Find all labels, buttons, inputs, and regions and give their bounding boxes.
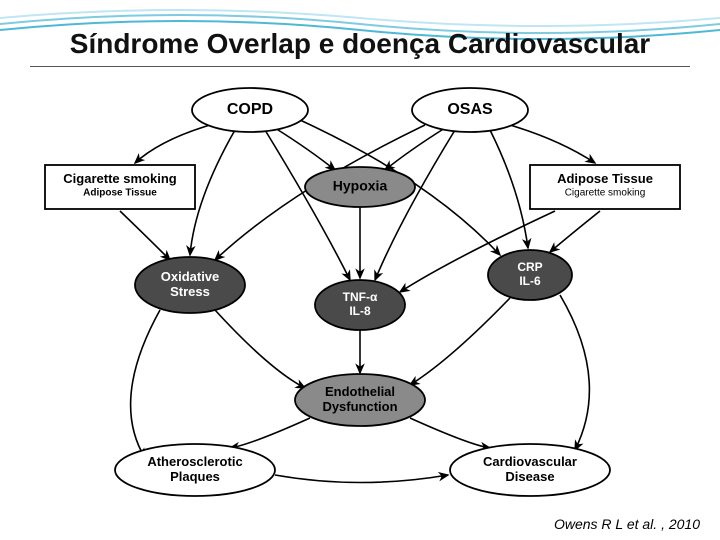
node-endo-label-1: Dysfunction: [322, 399, 397, 414]
node-tnf: TNF-αIL-8: [315, 280, 405, 330]
node-hypoxia: Hypoxia: [305, 167, 415, 207]
node-tnf-label-0: TNF-α: [343, 290, 378, 304]
edge-endo-athero: [230, 418, 310, 448]
edge-endo-cvd: [410, 418, 490, 448]
node-oxstress: OxidativeStress: [135, 257, 245, 313]
node-athero: AtheroscleroticPlaques: [115, 444, 275, 496]
edge-osas-hypoxia: [385, 128, 445, 170]
node-cvd-label-1: Disease: [505, 469, 554, 484]
slide-title: Síndrome Overlap e doença Cardiovascular: [0, 28, 720, 60]
edge-adipose-crp: [550, 211, 600, 252]
node-cvd-label-0: Cardiovascular: [483, 454, 577, 469]
edge-oxstress-athero: [131, 310, 160, 458]
node-oxstress-label-0: Oxidative: [161, 269, 220, 284]
node-osas-label-0: OSAS: [447, 101, 493, 118]
node-cvd: CardiovascularDisease: [450, 444, 610, 496]
node-osas: OSAS: [412, 88, 528, 132]
node-copd-label-0: COPD: [227, 101, 273, 118]
edge-copd-oxstress: [190, 130, 235, 255]
node-adipose-label-1: Cigarette smoking: [565, 188, 646, 199]
node-cig-label-0: Cigarette smoking: [63, 171, 176, 186]
edge-oxstress-endo: [215, 310, 305, 388]
node-crp-label-0: CRP: [517, 260, 542, 274]
node-endo-label-0: Endothelial: [325, 384, 395, 399]
edge-copd-cig: [135, 125, 210, 163]
citation: Owens R L et al. , 2010: [554, 516, 700, 532]
node-adipose: Adipose Tissue Cigarette smoking: [530, 165, 680, 209]
node-adipose-label-0: Adipose Tissue: [557, 171, 653, 186]
edge-cig-oxstress: [120, 211, 170, 260]
node-endo: EndothelialDysfunction: [295, 374, 425, 426]
node-cig-label-1: Adipose Tissue: [83, 188, 157, 199]
node-crp: CRPIL-6: [488, 250, 572, 300]
edge-crp-cvd: [560, 295, 589, 450]
node-cig: Cigarette smoking Adipose Tissue: [45, 165, 195, 209]
title-underline: [30, 66, 690, 67]
edge-osas-crp: [490, 130, 528, 248]
node-tnf-label-1: IL-8: [349, 304, 371, 318]
edge-athero-cvd: [275, 475, 448, 483]
node-athero-label-1: Plaques: [170, 469, 220, 484]
edge-copd-hypoxia: [275, 128, 335, 170]
slide: Síndrome Overlap e doença Cardiovascular…: [0, 0, 720, 540]
flow-diagram: COPD OSAS Cigarette smoking Adipose Tissue H…: [0, 70, 720, 520]
edge-osas-adipose: [510, 125, 595, 163]
node-copd: COPD: [192, 88, 308, 132]
node-oxstress-label-1: Stress: [170, 284, 210, 299]
node-hypoxia-label-0: Hypoxia: [333, 178, 388, 194]
node-crp-label-1: IL-6: [519, 274, 541, 288]
node-athero-label-0: Atherosclerotic: [147, 454, 242, 469]
edge-crp-endo: [410, 298, 510, 385]
